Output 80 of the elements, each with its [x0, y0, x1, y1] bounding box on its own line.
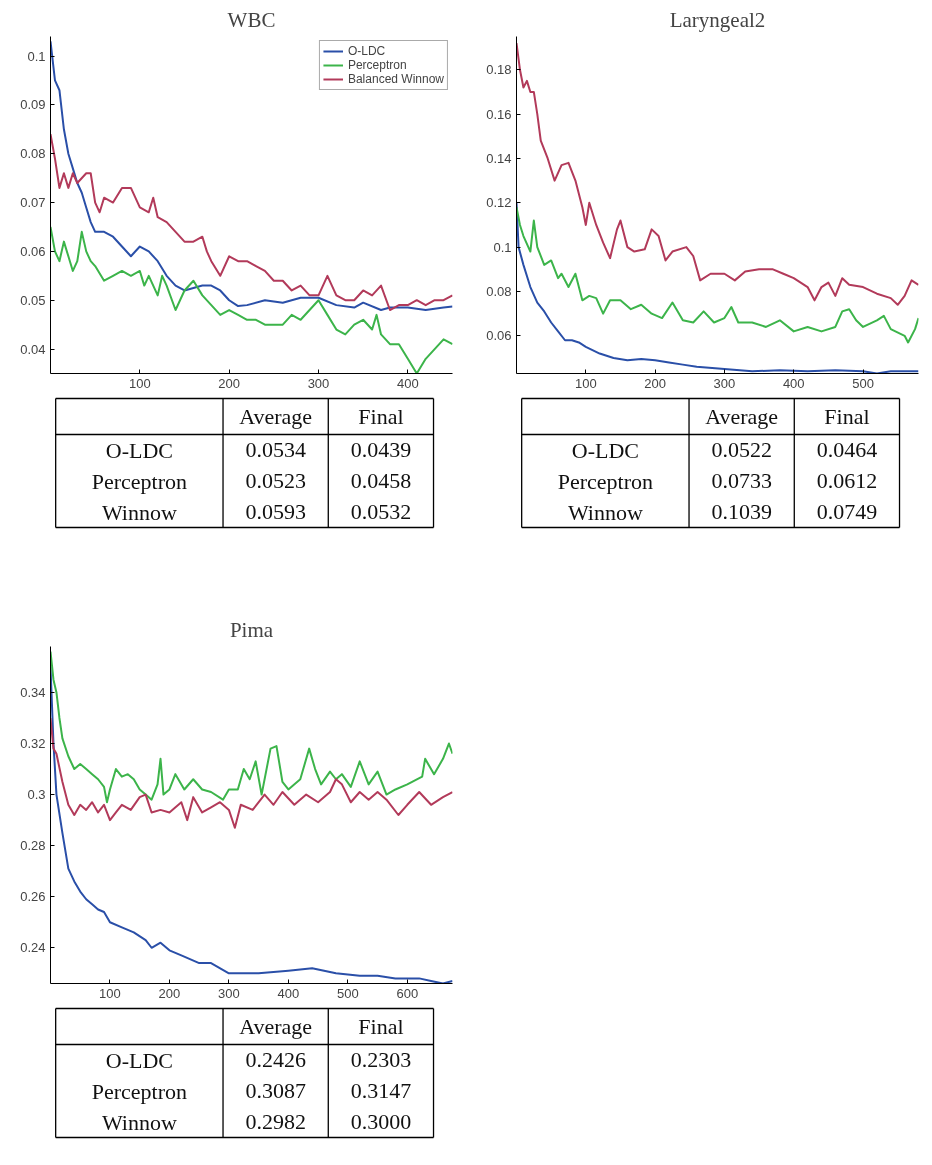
category-label: Final [824, 404, 870, 429]
text: 0.0749 [816, 499, 878, 524]
chart-title: Pima [229, 617, 274, 642]
category-label: Winnow [101, 499, 177, 525]
text: 0.3000 [350, 1109, 412, 1134]
y-tick-label: 0.18 [486, 62, 512, 78]
category-label: Winnow [101, 1109, 177, 1135]
x-tick-label: 100 [574, 375, 597, 391]
text: 0.3087 [245, 1078, 306, 1103]
line-series [516, 206, 919, 344]
category-label: Perceptron [91, 468, 187, 494]
category-label: Average [239, 404, 313, 429]
text: 0.0439 [350, 437, 412, 462]
y-tick-label: 0.1 [27, 48, 46, 64]
y-tick-label: 0.14 [486, 150, 512, 166]
x-tick-label: 200 [218, 375, 241, 391]
category-label: O-LDC [571, 437, 639, 463]
y-tick-label: 0.09 [20, 97, 46, 113]
y-tick-label: 0.08 [486, 283, 512, 299]
line-series [516, 42, 919, 306]
y-tick-label: 0.32 [20, 736, 46, 752]
text: 0.0532 [350, 499, 412, 524]
y-tick-label: 0.28 [20, 838, 46, 854]
y-tick-label: 0.1 [493, 239, 512, 255]
text: 0.0458 [350, 468, 412, 493]
category-label: O-LDC [105, 437, 173, 463]
legend-label: Balanced Winnow [347, 72, 444, 86]
x-tick-label: 500 [336, 985, 359, 1001]
y-tick-label: 0.07 [20, 195, 46, 211]
y-tick-label: 0.04 [20, 341, 46, 357]
text: 0.0534 [245, 437, 306, 462]
chart-title: Laryngeal2 [669, 7, 766, 32]
x-tick-label: 500 [852, 375, 874, 391]
category-label: O-LDC [105, 1047, 173, 1073]
x-tick-label: 300 [307, 375, 330, 391]
y-tick-label: 0.16 [486, 106, 512, 122]
y-tick-label: 0.05 [20, 292, 46, 308]
text: 0.0733 [711, 468, 772, 493]
x-tick-label: 300 [713, 375, 736, 391]
x-tick-label: 400 [277, 985, 300, 1001]
x-tick-label: 100 [128, 375, 151, 391]
y-tick-label: 0.34 [20, 684, 46, 700]
text: 0.2982 [245, 1109, 306, 1134]
text: 0.0612 [816, 468, 878, 493]
legend-label: O-LDC [347, 44, 386, 58]
y-tick-label: 0.26 [20, 889, 46, 905]
x-tick-label: 400 [396, 375, 419, 391]
legend-label: Perceptron [347, 58, 407, 72]
text: 0.0464 [816, 437, 878, 462]
line-series [50, 40, 453, 312]
category-label: Perceptron [91, 1078, 187, 1104]
text: 0.0593 [245, 499, 306, 524]
x-tick-label: 200 [644, 375, 666, 391]
category-label: Average [239, 1014, 313, 1039]
x-tick-label: 100 [99, 985, 121, 1001]
category-label: Perceptron [557, 468, 653, 494]
text: 0.0523 [245, 468, 306, 493]
x-tick-label: 600 [396, 985, 419, 1001]
line-series [50, 716, 453, 829]
y-tick-label: 0.3 [27, 787, 46, 803]
x-tick-label: 400 [782, 375, 805, 391]
text: 0.2426 [245, 1047, 306, 1072]
category-label: Average [705, 404, 779, 429]
text: 0.3147 [350, 1078, 412, 1103]
category-label: Winnow [567, 499, 643, 525]
category-label: Final [358, 404, 404, 429]
line-series [50, 650, 453, 804]
y-tick-label: 0.06 [20, 243, 46, 259]
y-tick-label: 0.12 [486, 195, 512, 211]
x-tick-label: 300 [218, 985, 240, 1001]
x-tick-label: 200 [158, 985, 181, 1001]
y-tick-label: 0.06 [486, 328, 512, 344]
text: 0.1039 [711, 499, 772, 524]
text: 0.0522 [711, 437, 772, 462]
y-tick-label: 0.08 [20, 146, 46, 162]
y-tick-label: 0.24 [20, 940, 46, 956]
chart-title: WBC [227, 7, 276, 32]
text: 0.2303 [350, 1047, 412, 1072]
line-series [50, 133, 453, 312]
category-label: Final [358, 1014, 404, 1039]
